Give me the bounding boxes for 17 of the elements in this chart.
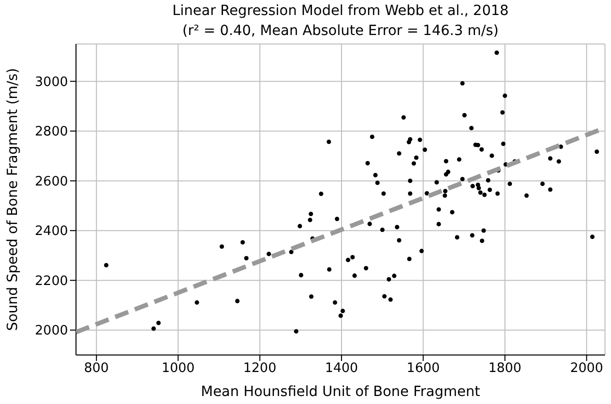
y-axis-title: Sound Speed of Bone Fragment (m/s) xyxy=(4,68,21,331)
x-tick-label: 800 xyxy=(84,361,109,376)
y-tick-label: 2800 xyxy=(34,124,68,140)
x-tick-label: 1800 xyxy=(488,361,522,376)
y-tick-label: 2600 xyxy=(34,174,68,190)
x-tick-label: 1000 xyxy=(162,361,195,376)
y-tick-label: 2200 xyxy=(34,274,68,289)
x-tick-label: 2000 xyxy=(570,361,604,376)
chart-title: Linear Regression Model from Webb et al., 2018 xyxy=(171,2,510,21)
y-tick-label: 3000 xyxy=(34,74,68,90)
x-tick-label: 1400 xyxy=(324,361,358,376)
x-tick-label: 1600 xyxy=(406,361,440,376)
chart-subtitle: (r² = 0.40, Mean Absolute Error = 146.3 m/s) xyxy=(181,22,500,41)
y-tick-label: 2000 xyxy=(34,324,68,339)
x-tick-label: 1200 xyxy=(243,361,276,376)
x-axis-title: Mean Hounsfield Unit of Bone Fragment xyxy=(200,384,481,400)
y-tick-label: 2400 xyxy=(34,224,68,240)
